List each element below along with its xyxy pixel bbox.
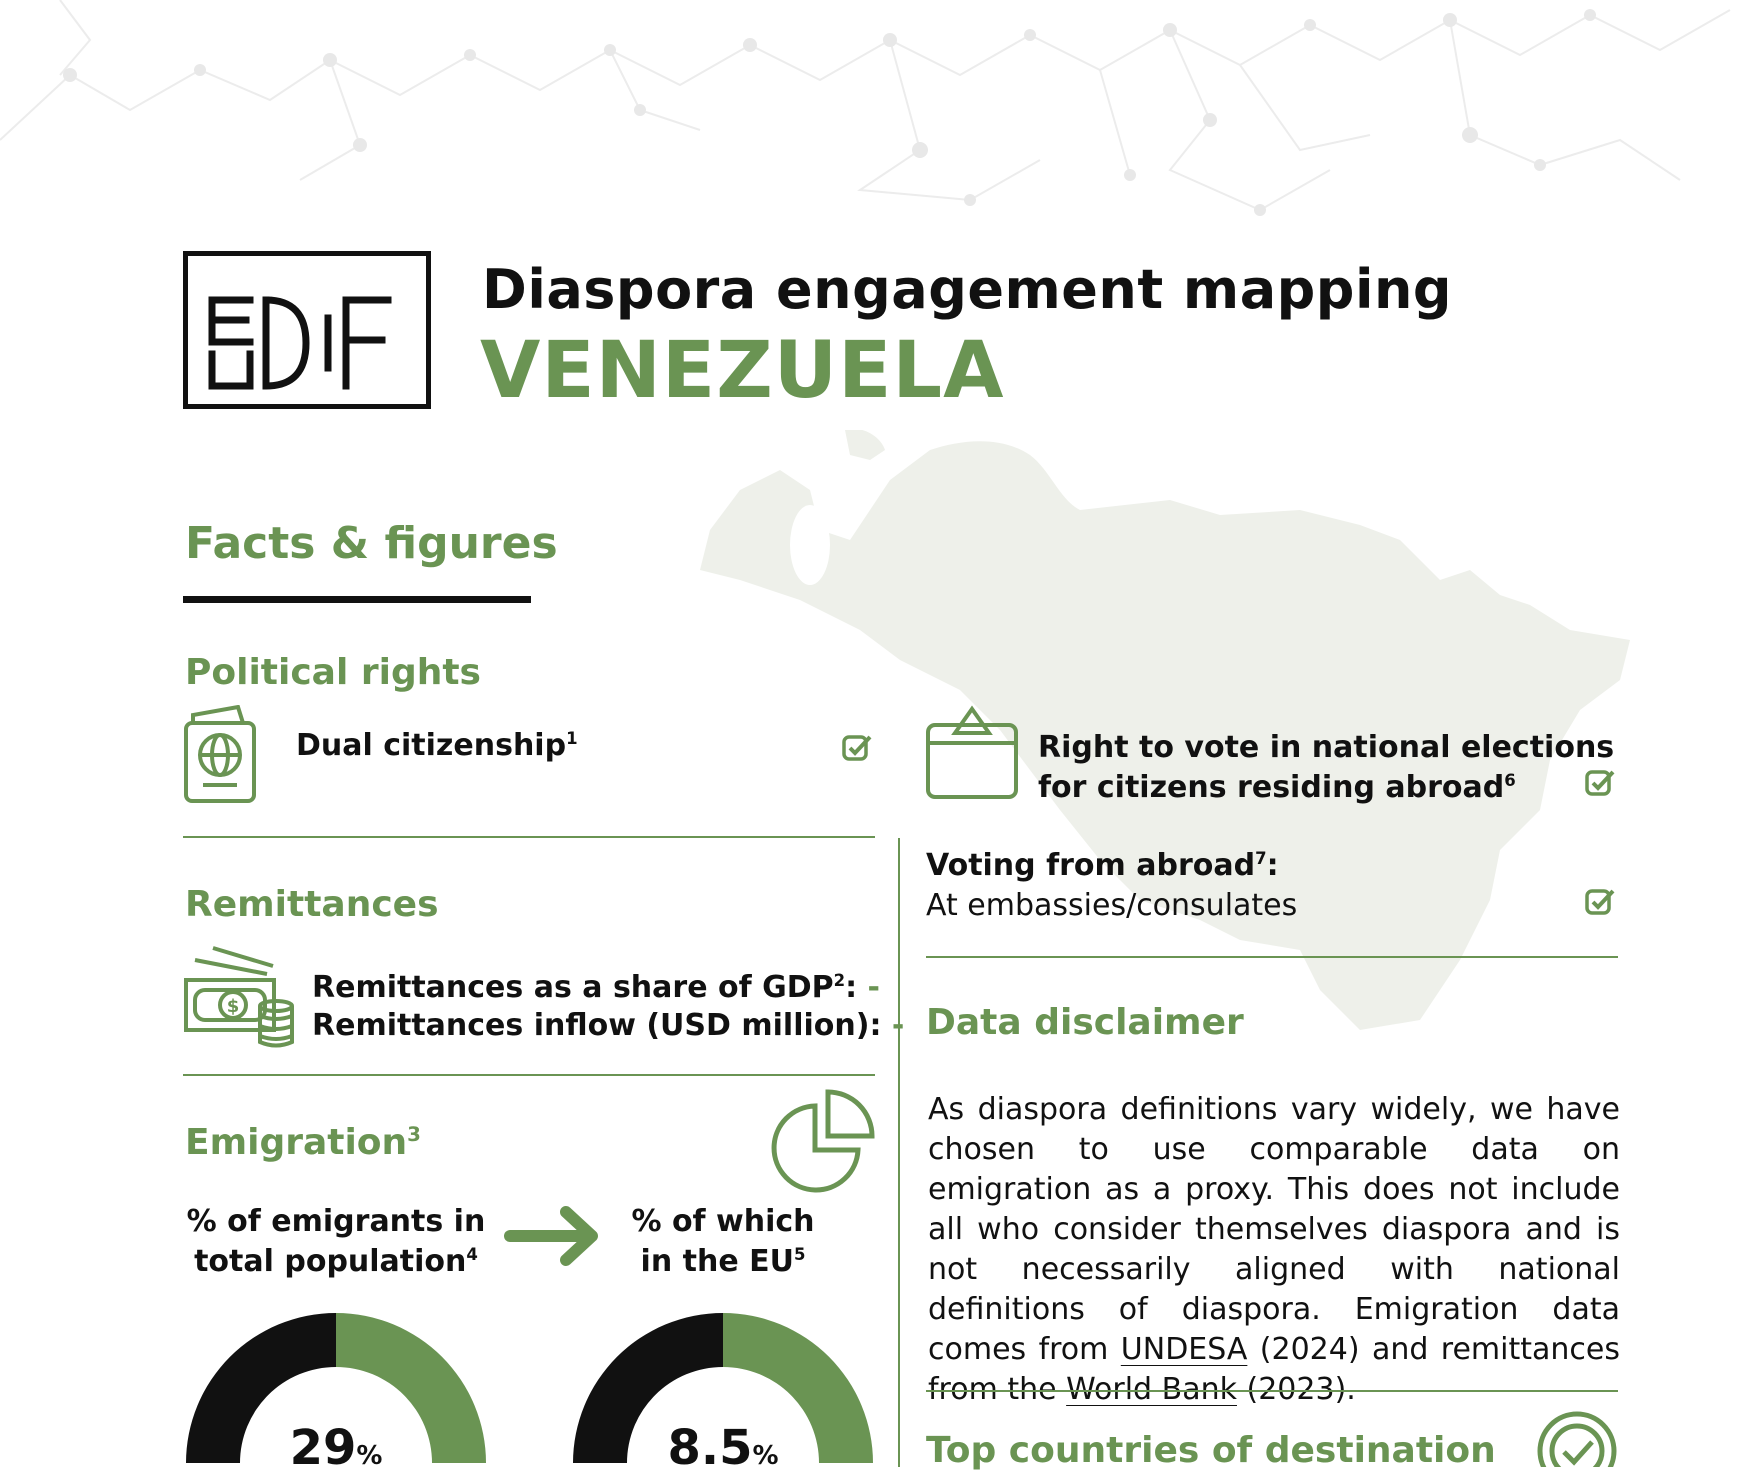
footnote-1: 1 (566, 729, 578, 748)
gauge1-label: % of emigrants in total population4 (183, 1202, 489, 1282)
gauge2-label-line2: in the EU (640, 1244, 794, 1279)
voting-from-abroad-value: At embassies/consulates (926, 888, 1298, 923)
remittances-inflow-value: - (891, 1008, 905, 1043)
disclaimer-text-a: As diaspora definitions vary widely, we … (928, 1092, 1620, 1367)
gauge2-label: % of which in the EU5 (570, 1202, 876, 1282)
footnote-2: 2 (833, 971, 846, 990)
divider (926, 956, 1618, 958)
emigration-heading-text: Emigration (185, 1122, 408, 1163)
remittances-heading: Remittances (185, 884, 439, 925)
gauge1 (186, 1313, 486, 1463)
remittances-share-colon: : (845, 970, 858, 1005)
right-to-vote-line2-wrap: for citizens residing abroad6 (1038, 768, 1614, 808)
pie-chart-icon (771, 1089, 875, 1193)
page-title: Diaspora engagement mapping (482, 258, 1453, 321)
gauge2-unit: % (752, 1441, 779, 1471)
gauge1-label-line1: % of emigrants in (186, 1204, 486, 1239)
eudif-logo (183, 251, 431, 409)
data-disclaimer-heading: Data disclaimer (926, 1002, 1244, 1043)
facts-heading: Facts & figures (185, 518, 558, 569)
voting-from-abroad-colon: : (1266, 848, 1279, 883)
voting-from-abroad-text: Voting from abroad (926, 848, 1256, 883)
disclaimer-text-b: (2024) and remittances from the (928, 1332, 1620, 1407)
gauge2-label-line2-wrap: in the EU5 (570, 1242, 876, 1282)
footnote-3: 3 (407, 1123, 421, 1146)
right-to-vote-check-icon (1585, 770, 1615, 796)
emigration-heading: Emigration3 (185, 1122, 421, 1163)
remittances-share-value: - (867, 970, 880, 1005)
gauge1-unit: % (356, 1441, 383, 1471)
remittances-inflow-row: Remittances inflow (USD million): - (312, 1008, 904, 1043)
divider (926, 1390, 1618, 1392)
voting-from-abroad-check-icon (1585, 889, 1615, 915)
background-network-pattern (0, 0, 1731, 216)
disclaimer-text-c: (2023). (1236, 1372, 1356, 1407)
remittances-share-label: Remittances as a share of GDP (312, 970, 834, 1005)
money-icon: $ (184, 946, 294, 1048)
undesa-link[interactable]: UNDESA (1120, 1332, 1248, 1367)
gauge2-label-line1: % of which (631, 1204, 815, 1239)
dual-citizenship-label: Dual citizenship1 (296, 728, 578, 763)
gauge1-number: 29 (289, 1420, 357, 1476)
footnote-6: 6 (1504, 771, 1516, 790)
venezuela-map-silhouette (700, 430, 1630, 1030)
target-check-icon (1537, 1411, 1617, 1467)
gauge1-value: 29% (183, 1420, 489, 1476)
political-rights-heading: Political rights (185, 652, 481, 693)
svg-text:$: $ (227, 996, 240, 1017)
country-name: VENEZUELA (480, 326, 1005, 416)
gauge2-value: 8.5% (570, 1420, 876, 1476)
dual-citizenship-check-icon (842, 735, 872, 761)
facts-underline (183, 596, 531, 603)
footnote-5: 5 (793, 1245, 806, 1264)
remittances-share-row: Remittances as a share of GDP2: - (312, 970, 880, 1005)
gauge1-label-line2-wrap: total population4 (183, 1242, 489, 1282)
divider (183, 836, 875, 838)
right-to-vote-line2: for citizens residing abroad (1038, 770, 1505, 805)
eudif-logo-mark (208, 296, 392, 390)
gauge1-label-line2: total population (194, 1244, 467, 1279)
gauge2 (573, 1313, 873, 1463)
arrow-right-icon (504, 1206, 598, 1266)
voting-from-abroad-label: Voting from abroad7: (926, 848, 1279, 883)
passport-icon (184, 705, 256, 803)
divider (183, 1074, 875, 1076)
dual-citizenship-text: Dual citizenship (296, 728, 567, 763)
footnote-7: 7 (1255, 849, 1267, 868)
ballot-box-icon (926, 705, 1018, 799)
gauge2-number: 8.5 (667, 1420, 753, 1476)
data-disclaimer-text: As diaspora definitions vary widely, we … (928, 1090, 1620, 1410)
world-bank-link[interactable]: World Bank (1066, 1372, 1237, 1407)
remittances-inflow-label: Remittances inflow (USD million): (312, 1008, 882, 1043)
top-countries-heading: Top countries of destination (926, 1430, 1496, 1471)
right-to-vote-line1: Right to vote in national elections (1038, 730, 1615, 765)
right-to-vote-label: Right to vote in national elections for … (1038, 728, 1614, 808)
column-divider (898, 838, 900, 1467)
footnote-4: 4 (466, 1245, 478, 1264)
